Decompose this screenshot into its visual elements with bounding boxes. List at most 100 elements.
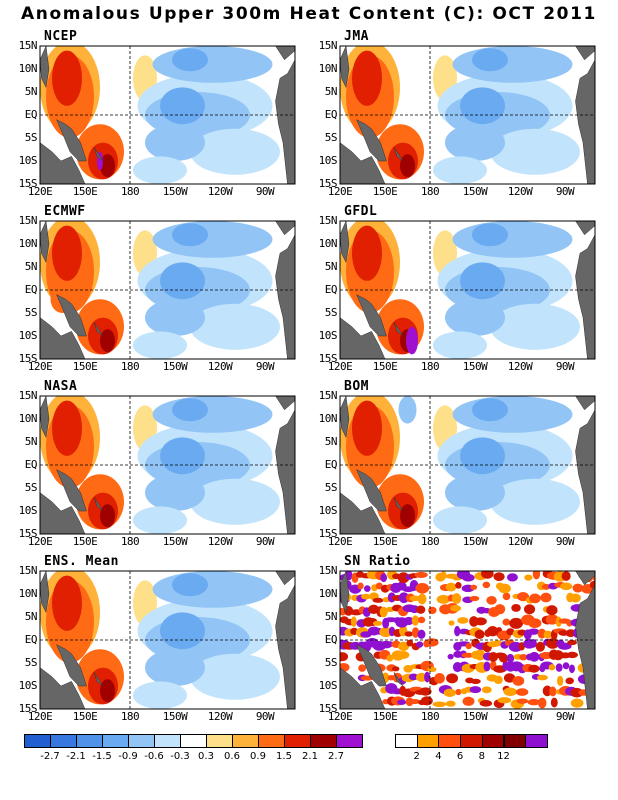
sn-ratio-cell	[545, 614, 559, 625]
colorbar-swatch	[525, 734, 548, 748]
sn-ratio-cell	[457, 617, 469, 624]
lat-tick-label: EQ	[324, 458, 338, 471]
lat-tick-label: 10N	[318, 412, 338, 425]
sn-ratio-cell	[455, 688, 462, 696]
sn-ratio-cell	[528, 618, 542, 629]
lon-tick-label: 90W	[555, 185, 575, 198]
sn-ratio-cell	[482, 581, 491, 589]
colorbar-swatch	[460, 734, 483, 748]
sn-ratio-cell	[550, 697, 558, 708]
lon-tick-label: 120W	[207, 185, 233, 198]
anomaly-region	[190, 478, 280, 525]
anomaly-region	[445, 474, 505, 511]
lat-tick-label: 10S	[318, 679, 338, 692]
sn-ratio-cell	[523, 604, 536, 615]
sn-ratio-cell	[451, 593, 462, 604]
lat-tick-label: 15S	[318, 177, 338, 190]
land-mass	[393, 672, 404, 687]
land-mass	[575, 234, 595, 359]
land-mass	[40, 46, 50, 89]
sn-ratio-cell	[357, 582, 364, 590]
land-mass	[275, 409, 295, 534]
panel-ncep: NCEP 15N 10N 5N EQ 5S 10S 15S 120E 150E 180 150W 12…	[0, 29, 310, 206]
sn-ratio-cell	[483, 661, 491, 672]
sn-ratio-cell	[417, 593, 427, 605]
panel-label: GFDL	[344, 204, 378, 219]
sn-ratio-cell	[419, 687, 432, 696]
lon-tick-label: 150W	[462, 185, 488, 198]
lon-tick-label: 120W	[207, 710, 233, 723]
sn-ratio-cell	[503, 673, 516, 683]
land-mass	[275, 234, 295, 359]
land-mass	[393, 147, 404, 162]
sn-ratio-cell	[415, 583, 430, 594]
lon-tick-label: 120E	[27, 710, 53, 723]
lat-tick-label: 5N	[24, 610, 38, 623]
anomaly-region	[445, 124, 505, 161]
anomaly-region	[133, 156, 187, 184]
sn-ratio-cell	[360, 593, 371, 600]
sn-ratio-cell	[398, 641, 410, 652]
sn-ratio-cell	[493, 675, 503, 685]
sn-ratio-cell	[549, 686, 557, 697]
anomaly-region	[190, 303, 280, 350]
anomaly-region	[460, 262, 505, 300]
sn-ratio-cell	[372, 597, 384, 603]
sn-ratio-cell	[497, 697, 512, 704]
sn-ratio-cell	[406, 639, 414, 647]
sn-ratio-cell	[446, 673, 459, 684]
sn-ratio-cell	[372, 620, 383, 626]
colorbar-label: 0.6	[224, 751, 240, 762]
land-mass	[355, 644, 387, 687]
land-mass	[40, 221, 50, 264]
lon-tick-label: 180	[120, 710, 140, 723]
sn-ratio-cell	[535, 641, 545, 652]
lat-tick-label: 5S	[324, 481, 338, 494]
anomaly-region	[460, 437, 505, 475]
anomaly-region	[433, 156, 487, 184]
lat-tick-label: 10N	[18, 412, 38, 425]
sn-ratio-cell	[568, 664, 575, 674]
sn-ratio-cell	[527, 628, 540, 635]
sn-ratio-cell	[570, 698, 584, 708]
lon-tick-label: 180	[120, 535, 140, 548]
land-mass	[340, 221, 350, 264]
lat-tick-label: 5N	[324, 435, 338, 448]
lon-tick-label: 150E	[372, 360, 398, 373]
sn-ratio-cell	[475, 649, 486, 661]
land-mass	[275, 46, 295, 61]
lon-tick-label: 120E	[327, 185, 353, 198]
anomaly-region	[445, 299, 505, 336]
land-mass	[275, 221, 295, 236]
panel-label: NASA	[44, 379, 78, 394]
sn-ratio-cell	[427, 666, 437, 672]
anomaly-region	[145, 649, 205, 686]
anomaly-region	[145, 124, 205, 161]
lat-tick-label: 10N	[18, 237, 38, 250]
anomaly-region	[172, 398, 208, 422]
land-mass	[40, 571, 50, 614]
sn-ratio-cell	[481, 571, 494, 579]
colorbar-label: -1.5	[92, 751, 112, 762]
lat-tick-label: 15N	[318, 389, 338, 402]
colorbar-swatch	[416, 734, 440, 748]
panel-label: ECMWF	[44, 204, 86, 219]
anomaly-region	[160, 87, 205, 125]
sn-ratio-cell	[543, 630, 553, 639]
land-mass	[55, 469, 87, 512]
sn-ratio-cell	[461, 652, 475, 658]
sn-ratio-cell	[391, 666, 400, 672]
colorbar-label: -2.7	[40, 751, 60, 762]
anomaly-region	[133, 331, 187, 359]
lat-tick-label: 15N	[18, 389, 38, 402]
sn-ratio-cell	[397, 650, 410, 659]
sn-ratio-cell	[445, 700, 456, 707]
plot-frame	[39, 570, 296, 710]
lon-tick-label: 90W	[255, 535, 275, 548]
land-mass	[93, 322, 104, 337]
lat-tick-label: 10S	[318, 329, 338, 342]
sn-ratio-cell	[416, 641, 424, 648]
panel-label: NCEP	[44, 29, 78, 44]
lon-tick-label: 180	[420, 535, 440, 548]
sn-ratio-cell	[469, 686, 482, 694]
